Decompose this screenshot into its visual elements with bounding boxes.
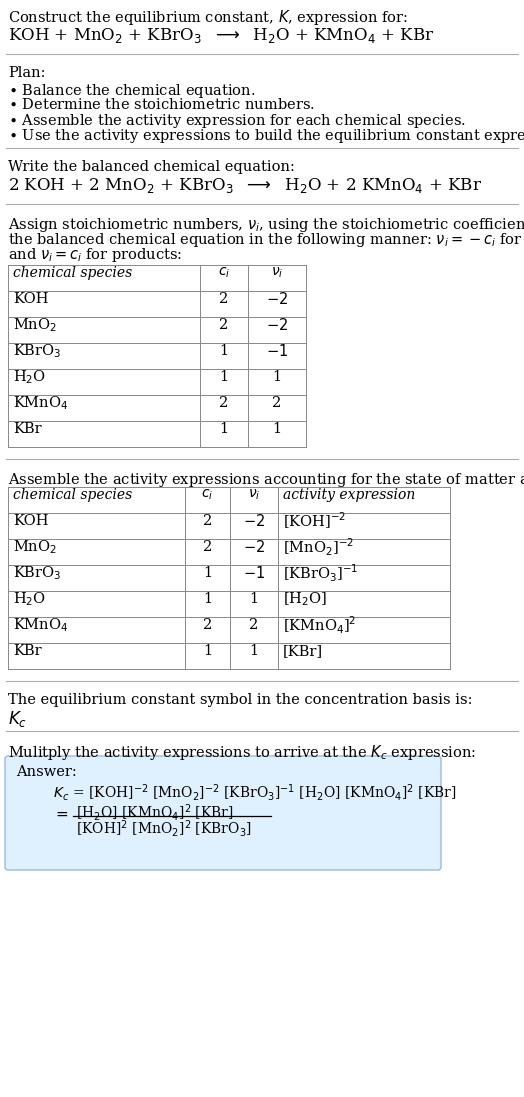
Text: $\bullet$ Assemble the activity expression for each chemical species.: $\bullet$ Assemble the activity expressi… bbox=[8, 112, 466, 131]
Text: KMnO$_4$: KMnO$_4$ bbox=[13, 394, 68, 411]
Text: 1: 1 bbox=[220, 344, 228, 358]
Text: Construct the equilibrium constant, $K$, expression for:: Construct the equilibrium constant, $K$,… bbox=[8, 8, 408, 27]
Text: H$_2$O: H$_2$O bbox=[13, 369, 46, 386]
Text: KOH + MnO$_2$ + KBrO$_3$  $\longrightarrow$  H$_2$O + KMnO$_4$ + KBr: KOH + MnO$_2$ + KBrO$_3$ $\longrightarro… bbox=[8, 26, 434, 45]
Text: 2: 2 bbox=[249, 618, 259, 632]
Text: KBrO$_3$: KBrO$_3$ bbox=[13, 564, 61, 581]
Text: $\bullet$ Determine the stoichiometric numbers.: $\bullet$ Determine the stoichiometric n… bbox=[8, 97, 315, 112]
Text: $-1$: $-1$ bbox=[266, 343, 288, 359]
Text: 1: 1 bbox=[220, 370, 228, 384]
Text: 1: 1 bbox=[249, 644, 258, 658]
Text: chemical species: chemical species bbox=[13, 488, 132, 502]
Text: 2 KOH + 2 MnO$_2$ + KBrO$_3$  $\longrightarrow$  H$_2$O + 2 KMnO$_4$ + KBr: 2 KOH + 2 MnO$_2$ + KBrO$_3$ $\longright… bbox=[8, 176, 482, 195]
Text: $\bullet$ Use the activity expressions to build the equilibrium constant express: $\bullet$ Use the activity expressions t… bbox=[8, 127, 524, 145]
Text: 2: 2 bbox=[272, 396, 281, 410]
Text: 2: 2 bbox=[220, 396, 228, 410]
Text: the balanced chemical equation in the following manner: $\nu_i = -c_i$ for react: the balanced chemical equation in the fo… bbox=[8, 231, 524, 249]
Text: $-2$: $-2$ bbox=[266, 317, 288, 333]
Text: KOH: KOH bbox=[13, 292, 49, 306]
Text: activity expression: activity expression bbox=[283, 488, 415, 502]
Text: 1: 1 bbox=[220, 422, 228, 436]
Text: H$_2$O: H$_2$O bbox=[13, 590, 46, 608]
Text: [MnO$_2$]$^{-2}$: [MnO$_2$]$^{-2}$ bbox=[283, 536, 354, 557]
Text: MnO$_2$: MnO$_2$ bbox=[13, 539, 57, 556]
Text: Assign stoichiometric numbers, $\nu_i$, using the stoichiometric coefficients, $: Assign stoichiometric numbers, $\nu_i$, … bbox=[8, 216, 524, 234]
Text: 1: 1 bbox=[203, 592, 212, 606]
Text: $\nu_i$: $\nu_i$ bbox=[271, 265, 283, 280]
Text: 1: 1 bbox=[272, 370, 281, 384]
Text: [KOH]$^{-2}$: [KOH]$^{-2}$ bbox=[283, 511, 346, 531]
Text: Answer:: Answer: bbox=[16, 765, 77, 779]
Text: [KBrO$_3$]$^{-1}$: [KBrO$_3$]$^{-1}$ bbox=[283, 563, 358, 584]
Text: $\bullet$ Balance the chemical equation.: $\bullet$ Balance the chemical equation. bbox=[8, 82, 255, 100]
Text: $-1$: $-1$ bbox=[243, 565, 265, 581]
Text: $=$: $=$ bbox=[53, 807, 69, 821]
Text: chemical species: chemical species bbox=[13, 265, 132, 280]
Text: 1: 1 bbox=[272, 422, 281, 436]
Text: $c_i$: $c_i$ bbox=[218, 265, 230, 280]
Text: 1: 1 bbox=[203, 566, 212, 580]
Text: $-2$: $-2$ bbox=[266, 291, 288, 307]
Text: $c_i$: $c_i$ bbox=[201, 488, 214, 502]
Text: and $\nu_i = c_i$ for products:: and $\nu_i = c_i$ for products: bbox=[8, 246, 182, 264]
Text: 1: 1 bbox=[203, 644, 212, 658]
Text: KBr: KBr bbox=[13, 422, 41, 436]
Text: KBrO$_3$: KBrO$_3$ bbox=[13, 342, 61, 360]
Text: 1: 1 bbox=[249, 592, 258, 606]
Text: $K_c$ = [KOH]$^{-2}$ [MnO$_2$]$^{-2}$ [KBrO$_3$]$^{-1}$ [H$_2$O] [KMnO$_4$]$^2$ : $K_c$ = [KOH]$^{-2}$ [MnO$_2$]$^{-2}$ [K… bbox=[53, 782, 456, 803]
Text: MnO$_2$: MnO$_2$ bbox=[13, 316, 57, 333]
Text: [KOH]$^2$ [MnO$_2$]$^2$ [KBrO$_3$]: [KOH]$^2$ [MnO$_2$]$^2$ [KBrO$_3$] bbox=[76, 818, 252, 839]
Text: Plan:: Plan: bbox=[8, 66, 46, 80]
Text: Write the balanced chemical equation:: Write the balanced chemical equation: bbox=[8, 160, 295, 174]
Text: The equilibrium constant symbol in the concentration basis is:: The equilibrium constant symbol in the c… bbox=[8, 693, 473, 706]
Text: 2: 2 bbox=[220, 292, 228, 306]
Text: $\nu_i$: $\nu_i$ bbox=[248, 488, 260, 502]
Text: [KMnO$_4$]$^2$: [KMnO$_4$]$^2$ bbox=[283, 614, 356, 635]
Text: Assemble the activity expressions accounting for the state of matter and $\nu_i$: Assemble the activity expressions accoun… bbox=[8, 471, 524, 489]
Text: KOH: KOH bbox=[13, 514, 49, 528]
Text: 2: 2 bbox=[220, 318, 228, 332]
Text: KMnO$_4$: KMnO$_4$ bbox=[13, 617, 68, 634]
Text: KBr: KBr bbox=[13, 644, 41, 658]
Text: $-2$: $-2$ bbox=[243, 513, 265, 529]
Text: 2: 2 bbox=[203, 618, 212, 632]
Text: [H$_2$O] [KMnO$_4$]$^2$ [KBr]: [H$_2$O] [KMnO$_4$]$^2$ [KBr] bbox=[76, 802, 234, 823]
Text: [H$_2$O]: [H$_2$O] bbox=[283, 590, 327, 608]
FancyBboxPatch shape bbox=[5, 756, 441, 870]
Text: 2: 2 bbox=[203, 540, 212, 554]
Text: [KBr]: [KBr] bbox=[283, 644, 323, 658]
Text: Mulitply the activity expressions to arrive at the $K_c$ expression:: Mulitply the activity expressions to arr… bbox=[8, 743, 476, 762]
Text: $K_c$: $K_c$ bbox=[8, 709, 27, 730]
Text: 2: 2 bbox=[203, 514, 212, 528]
Text: $-2$: $-2$ bbox=[243, 539, 265, 555]
